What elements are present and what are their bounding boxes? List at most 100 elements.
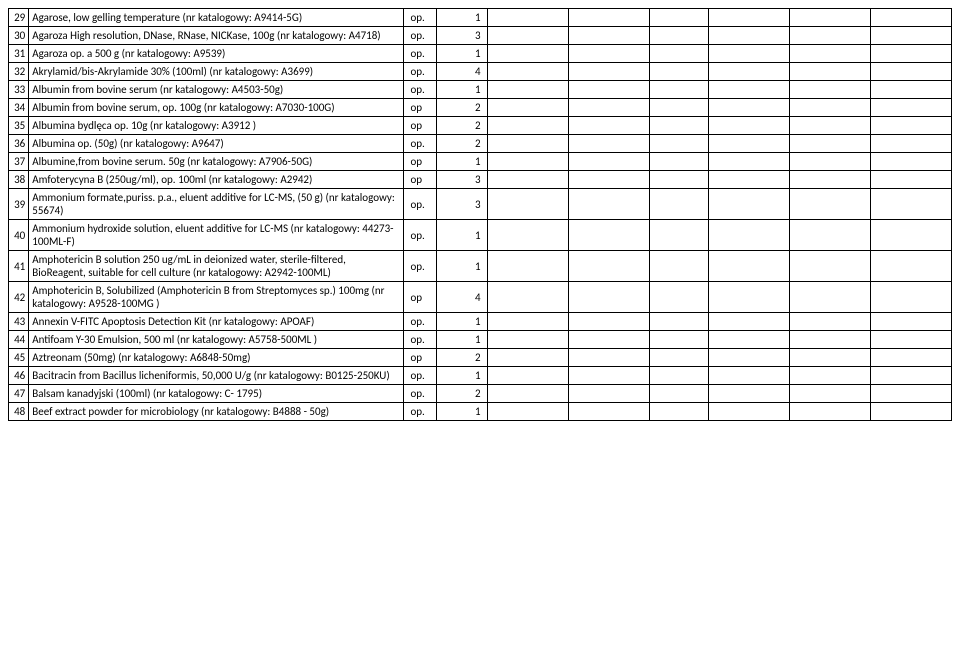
- row-unit: op: [404, 99, 436, 117]
- row-empty: [870, 117, 951, 135]
- row-empty: [487, 349, 568, 367]
- row-number: 37: [9, 153, 29, 171]
- row-empty: [487, 220, 568, 251]
- row-empty: [708, 220, 789, 251]
- row-number: 38: [9, 171, 29, 189]
- row-description: Beef extract powder for microbiology (nr…: [29, 403, 404, 421]
- row-empty: [649, 153, 708, 171]
- row-number: 39: [9, 189, 29, 220]
- row-empty: [870, 135, 951, 153]
- row-empty: [708, 331, 789, 349]
- row-empty: [870, 313, 951, 331]
- row-qty: 1: [436, 367, 487, 385]
- row-unit: op: [404, 349, 436, 367]
- table-row: 43Annexin V-FITC Apoptosis Detection Kit…: [9, 313, 952, 331]
- row-number: 46: [9, 367, 29, 385]
- row-empty: [789, 282, 870, 313]
- row-empty: [789, 251, 870, 282]
- table-row: 38Amfoterycyna B (250ug/ml), op. 100ml (…: [9, 171, 952, 189]
- row-number: 47: [9, 385, 29, 403]
- row-number: 40: [9, 220, 29, 251]
- row-description: Agaroza High resolution, DNase, RNase, N…: [29, 27, 404, 45]
- row-empty: [870, 367, 951, 385]
- table-row: 34Albumin from bovine serum, op. 100g (n…: [9, 99, 952, 117]
- row-empty: [568, 220, 649, 251]
- table-row: 33Albumin from bovine serum (nr katalogo…: [9, 81, 952, 99]
- row-number: 41: [9, 251, 29, 282]
- row-empty: [649, 349, 708, 367]
- row-number: 35: [9, 117, 29, 135]
- row-empty: [649, 171, 708, 189]
- row-empty: [789, 403, 870, 421]
- row-description: Albumin from bovine serum (nr katalogowy…: [29, 81, 404, 99]
- row-empty: [870, 9, 951, 27]
- row-empty: [568, 313, 649, 331]
- row-number: 36: [9, 135, 29, 153]
- row-empty: [487, 385, 568, 403]
- row-empty: [649, 63, 708, 81]
- row-number: 42: [9, 282, 29, 313]
- row-description: Albumine,from bovine serum. 50g (nr kata…: [29, 153, 404, 171]
- row-empty: [487, 99, 568, 117]
- row-empty: [649, 189, 708, 220]
- row-qty: 1: [436, 9, 487, 27]
- row-description: Albumina op. (50g) (nr katalogowy: A9647…: [29, 135, 404, 153]
- row-empty: [870, 403, 951, 421]
- row-empty: [568, 367, 649, 385]
- row-empty: [487, 251, 568, 282]
- row-description: Ammonium formate,puriss. p.a., eluent ad…: [29, 189, 404, 220]
- row-description: Albumina bydlęca op. 10g (nr katalogowy:…: [29, 117, 404, 135]
- table-row: 40Ammonium hydroxide solution, eluent ad…: [9, 220, 952, 251]
- row-empty: [487, 313, 568, 331]
- row-empty: [708, 251, 789, 282]
- row-qty: 1: [436, 81, 487, 99]
- row-empty: [649, 9, 708, 27]
- row-description: Agaroza op. a 500 g (nr katalogowy: A953…: [29, 45, 404, 63]
- row-empty: [487, 45, 568, 63]
- row-empty: [649, 313, 708, 331]
- row-qty: 2: [436, 135, 487, 153]
- row-empty: [870, 171, 951, 189]
- row-empty: [708, 81, 789, 99]
- table-row: 29Agarose, low gelling temperature (nr k…: [9, 9, 952, 27]
- row-description: Bacitracin from Bacillus licheniformis, …: [29, 367, 404, 385]
- table-row: 42Amphotericin B, Solubilized (Amphoteri…: [9, 282, 952, 313]
- row-empty: [568, 385, 649, 403]
- row-empty: [649, 282, 708, 313]
- row-empty: [870, 251, 951, 282]
- row-qty: 4: [436, 63, 487, 81]
- row-empty: [789, 135, 870, 153]
- row-empty: [568, 9, 649, 27]
- items-table: 29Agarose, low gelling temperature (nr k…: [8, 8, 952, 421]
- row-description: Albumin from bovine serum, op. 100g (nr …: [29, 99, 404, 117]
- row-qty: 3: [436, 27, 487, 45]
- row-empty: [568, 63, 649, 81]
- row-empty: [789, 99, 870, 117]
- row-empty: [649, 251, 708, 282]
- row-empty: [487, 27, 568, 45]
- table-row: 46Bacitracin from Bacillus licheniformis…: [9, 367, 952, 385]
- row-empty: [708, 63, 789, 81]
- row-empty: [568, 81, 649, 99]
- row-number: 33: [9, 81, 29, 99]
- row-description: Annexin V-FITC Apoptosis Detection Kit (…: [29, 313, 404, 331]
- row-empty: [870, 63, 951, 81]
- row-empty: [649, 99, 708, 117]
- row-empty: [708, 135, 789, 153]
- row-empty: [870, 189, 951, 220]
- row-empty: [708, 282, 789, 313]
- row-number: 31: [9, 45, 29, 63]
- row-empty: [708, 313, 789, 331]
- row-number: 29: [9, 9, 29, 27]
- row-empty: [649, 45, 708, 63]
- row-qty: 1: [436, 251, 487, 282]
- row-unit: op.: [404, 63, 436, 81]
- row-qty: 3: [436, 171, 487, 189]
- row-empty: [708, 153, 789, 171]
- row-empty: [789, 171, 870, 189]
- row-empty: [568, 189, 649, 220]
- row-empty: [708, 27, 789, 45]
- table-row: 48Beef extract powder for microbiology (…: [9, 403, 952, 421]
- row-empty: [649, 367, 708, 385]
- row-number: 34: [9, 99, 29, 117]
